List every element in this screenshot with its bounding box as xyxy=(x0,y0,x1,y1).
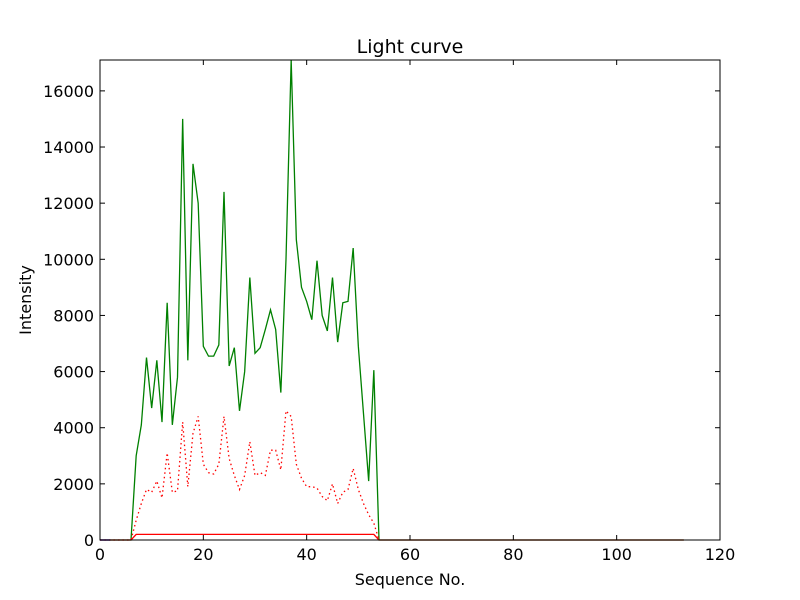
x-tick-label: 100 xyxy=(601,545,632,564)
y-axis: 0 2000 4000 6000 8000 10000 12000 14000 16000 xyxy=(43,82,720,550)
y-tick-label: 4000 xyxy=(53,419,94,438)
chart-title: Light curve xyxy=(357,36,464,58)
y-tick-label: 0 xyxy=(84,531,94,550)
y-tick-label: 16000 xyxy=(43,82,94,101)
y-tick-label: 14000 xyxy=(43,138,94,157)
series-line-1 xyxy=(100,59,684,541)
x-tick-label: 80 xyxy=(503,545,523,564)
y-tick-label: 6000 xyxy=(53,363,94,382)
x-tick-label: 40 xyxy=(296,545,316,564)
x-axis: 0 20 40 60 80 100 120 xyxy=(95,60,735,564)
plot-area xyxy=(100,60,720,540)
y-axis-title: Intensity xyxy=(16,265,35,335)
y-tick-label: 8000 xyxy=(53,306,94,325)
x-tick-label: 20 xyxy=(193,545,213,564)
y-tick-label: 12000 xyxy=(43,194,94,213)
x-axis-title: Sequence No. xyxy=(355,570,466,589)
x-tick-label: 0 xyxy=(95,545,105,564)
y-tick-label: 2000 xyxy=(53,475,94,494)
x-tick-label: 120 xyxy=(705,545,736,564)
y-tick-label: 10000 xyxy=(43,250,94,269)
x-tick-label: 60 xyxy=(400,545,420,564)
